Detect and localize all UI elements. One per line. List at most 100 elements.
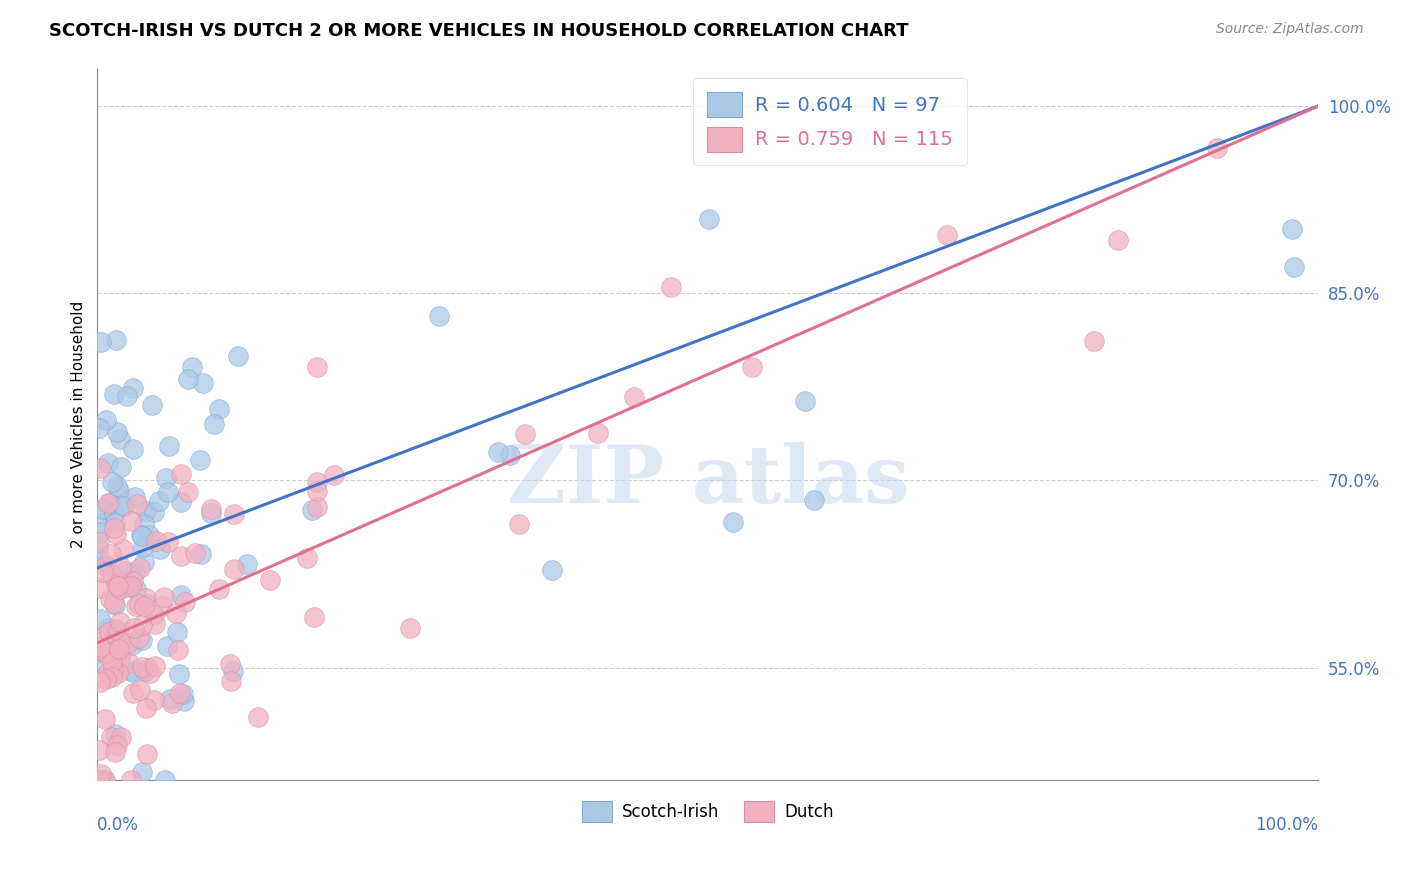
Point — [100, 647, 122, 661]
Point — [89, 640, 111, 654]
Point — [499, 448, 522, 462]
Point — [107, 579, 129, 593]
Point — [307, 484, 329, 499]
Point — [101, 663, 124, 677]
Point — [108, 433, 131, 447]
Point — [93, 773, 115, 788]
Point — [117, 636, 139, 650]
Point — [803, 493, 825, 508]
Point — [741, 359, 763, 374]
Point — [136, 747, 159, 762]
Point — [145, 533, 167, 548]
Point — [101, 475, 124, 489]
Point — [100, 591, 122, 606]
Point — [188, 452, 211, 467]
Point — [659, 280, 682, 294]
Point — [513, 426, 536, 441]
Point — [149, 541, 172, 556]
Point — [110, 650, 132, 665]
Point — [108, 615, 131, 630]
Text: ZIP atlas: ZIP atlas — [506, 442, 910, 520]
Point — [1282, 260, 1305, 274]
Point — [124, 565, 146, 579]
Point — [105, 479, 128, 493]
Point — [157, 439, 180, 453]
Point — [94, 646, 117, 660]
Point — [200, 506, 222, 520]
Point — [110, 460, 132, 475]
Point — [208, 402, 231, 417]
Point — [108, 576, 131, 591]
Point — [125, 599, 148, 613]
Point — [143, 608, 166, 623]
Point — [200, 501, 222, 516]
Point — [486, 445, 509, 459]
Point — [307, 500, 329, 515]
Point — [170, 549, 193, 563]
Point — [104, 645, 127, 659]
Point — [794, 393, 817, 408]
Point — [112, 499, 135, 513]
Point — [135, 597, 157, 611]
Point — [1083, 334, 1105, 348]
Point — [98, 624, 121, 639]
Point — [108, 651, 131, 665]
Point — [208, 582, 231, 596]
Point — [170, 495, 193, 509]
Point — [120, 773, 142, 788]
Point — [128, 597, 150, 611]
Point — [94, 672, 117, 686]
Point — [190, 547, 212, 561]
Point — [121, 686, 143, 700]
Point — [89, 612, 111, 626]
Point — [108, 641, 131, 656]
Point — [111, 499, 134, 513]
Text: 100.0%: 100.0% — [1256, 815, 1319, 834]
Point — [1107, 233, 1129, 247]
Point — [169, 686, 191, 700]
Point — [120, 580, 142, 594]
Point — [124, 490, 146, 504]
Text: 0.0%: 0.0% — [97, 815, 139, 834]
Point — [177, 485, 200, 500]
Point — [307, 475, 329, 489]
Point — [121, 638, 143, 652]
Point — [141, 398, 163, 412]
Point — [699, 212, 721, 227]
Point — [107, 656, 129, 670]
Point — [129, 682, 152, 697]
Point — [105, 425, 128, 439]
Point — [87, 743, 110, 757]
Point — [143, 617, 166, 632]
Point — [586, 426, 609, 441]
Y-axis label: 2 or more Vehicles in Household: 2 or more Vehicles in Household — [72, 301, 86, 548]
Point — [117, 656, 139, 670]
Point — [100, 730, 122, 744]
Point — [134, 599, 156, 614]
Point — [105, 577, 128, 591]
Point — [427, 309, 450, 323]
Point — [131, 618, 153, 632]
Point — [129, 527, 152, 541]
Point — [107, 663, 129, 677]
Point — [91, 659, 114, 673]
Point — [91, 502, 114, 516]
Point — [170, 467, 193, 481]
Point — [89, 549, 111, 564]
Point — [191, 376, 214, 390]
Point — [236, 557, 259, 571]
Point — [117, 580, 139, 594]
Point — [91, 644, 114, 658]
Point — [143, 659, 166, 673]
Point — [131, 632, 153, 647]
Point — [184, 546, 207, 560]
Point — [125, 582, 148, 597]
Point — [93, 565, 115, 579]
Point — [100, 646, 122, 660]
Point — [110, 635, 132, 649]
Point — [135, 504, 157, 518]
Point — [159, 692, 181, 706]
Point — [132, 516, 155, 531]
Point — [150, 599, 173, 613]
Point — [103, 521, 125, 535]
